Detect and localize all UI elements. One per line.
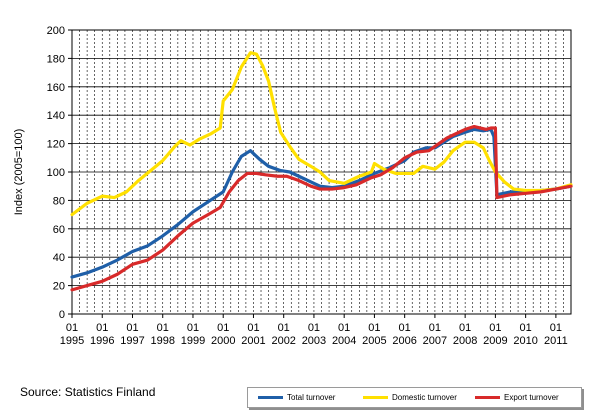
x-tick-month-label: 01	[308, 322, 320, 334]
x-tick-year-label: 1995	[60, 335, 84, 347]
x-tick-year-label: 2000	[211, 335, 235, 347]
legend-item-export: Export turnover	[475, 393, 559, 402]
y-tick-label: 180	[47, 53, 65, 65]
x-tick-month-label: 01	[187, 322, 199, 334]
x-tick-year-label: 2003	[302, 335, 326, 347]
x-tick-year-label: 2002	[271, 335, 295, 347]
legend-item-total: Total turnover	[258, 393, 335, 402]
source-note: Source: Statistics Finland	[20, 385, 156, 399]
y-tick-label: 200	[47, 25, 65, 37]
legend-swatch-total	[258, 396, 283, 400]
x-axis-ticks: 0119950119960119970119980119990120000120…	[60, 314, 568, 347]
y-axis-label: Index (2005=100)	[13, 129, 25, 216]
legend-label-total: Total turnover	[287, 393, 336, 402]
y-tick-label: 60	[53, 224, 65, 236]
x-tick-year-label: 1996	[90, 335, 114, 347]
series-line-export-turnover	[70, 124, 573, 292]
x-tick-year-label: 2004	[332, 335, 356, 347]
x-tick-year-label: 2009	[483, 335, 507, 347]
x-tick-year-label: 1998	[150, 335, 174, 347]
series-lines	[70, 51, 573, 292]
x-tick-month-label: 01	[278, 322, 290, 334]
legend: Total turnover Domestic turnover Export …	[247, 387, 582, 408]
x-tick-month-label: 01	[550, 322, 562, 334]
legend-swatch-export	[475, 396, 500, 400]
x-tick-year-label: 2010	[513, 335, 537, 347]
y-tick-label: 120	[47, 139, 65, 151]
y-tick-label: 140	[47, 110, 65, 122]
x-tick-year-label: 2001	[241, 335, 265, 347]
x-tick-month-label: 01	[247, 322, 259, 334]
legend-item-domestic: Domestic turnover	[363, 393, 457, 402]
x-tick-month-label: 01	[157, 322, 169, 334]
x-tick-year-label: 2007	[423, 335, 447, 347]
x-tick-month-label: 01	[459, 322, 471, 334]
x-tick-year-label: 2011	[544, 335, 568, 347]
x-tick-month-label: 01	[66, 322, 78, 334]
x-tick-month-label: 01	[368, 322, 380, 334]
x-tick-month-label: 01	[520, 322, 532, 334]
y-tick-label: 100	[47, 167, 65, 179]
y-tick-label: 160	[47, 82, 65, 94]
x-tick-year-label: 1997	[120, 335, 144, 347]
x-tick-month-label: 01	[338, 322, 350, 334]
x-tick-month-label: 01	[96, 322, 108, 334]
x-tick-month-label: 01	[399, 322, 411, 334]
y-tick-label: 20	[53, 281, 65, 293]
y-tick-label: 40	[53, 252, 65, 264]
x-tick-year-label: 2008	[453, 335, 477, 347]
series-line-domestic-turnover	[70, 51, 573, 217]
x-tick-month-label: 01	[429, 322, 441, 334]
x-tick-month-label: 01	[217, 322, 229, 334]
x-tick-month-label: 01	[489, 322, 501, 334]
y-axis-ticks: 0 20 40 60 80 100 120 140 160 180 200	[47, 25, 72, 321]
legend-label-export: Export turnover	[504, 393, 559, 402]
x-tick-year-label: 2006	[392, 335, 416, 347]
x-tick-month-label: 01	[126, 322, 138, 334]
legend-swatch-domestic	[363, 396, 388, 400]
y-tick-label: 0	[59, 309, 65, 321]
y-tick-label: 80	[53, 195, 65, 207]
x-tick-year-label: 1999	[181, 335, 205, 347]
legend-label-domestic: Domestic turnover	[392, 393, 457, 402]
x-tick-year-label: 2005	[362, 335, 386, 347]
